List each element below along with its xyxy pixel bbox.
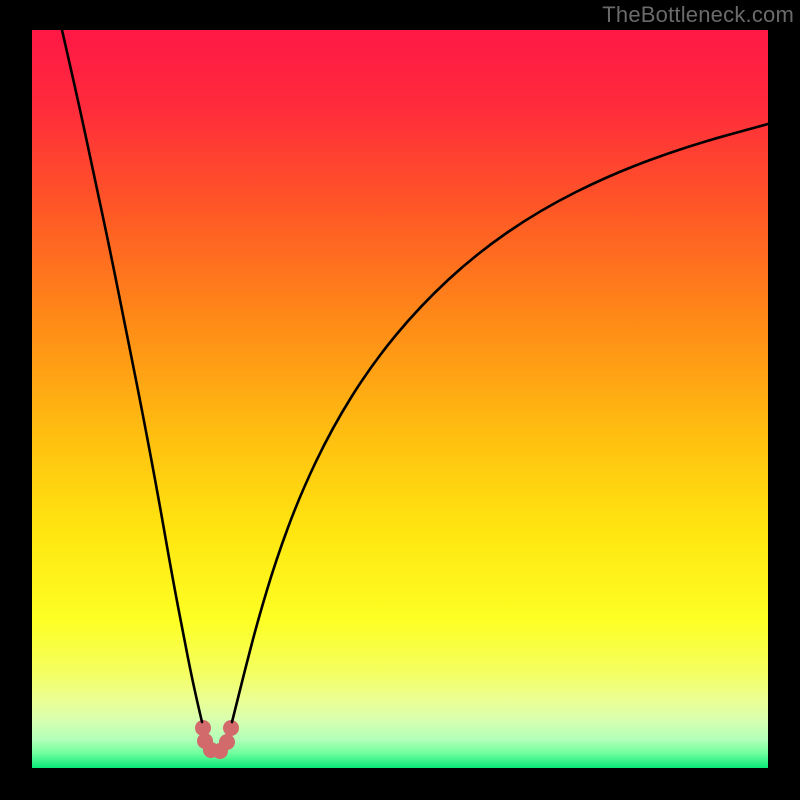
chart-frame: TheBottleneck.com [0, 0, 800, 800]
plot-background [32, 30, 768, 768]
plot-svg [32, 30, 768, 768]
valley-marker [219, 734, 235, 750]
plot-area [32, 30, 768, 768]
watermark-text: TheBottleneck.com [602, 2, 794, 28]
